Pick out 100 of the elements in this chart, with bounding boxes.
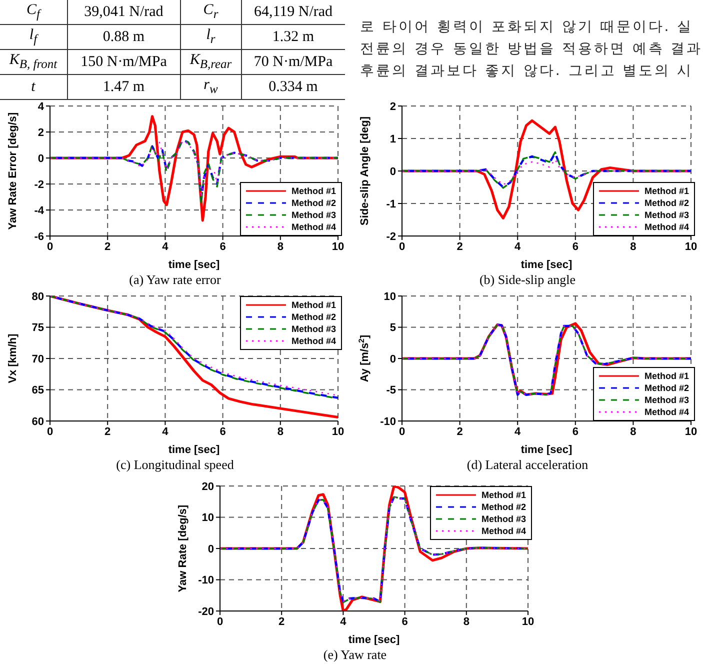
- text: 70 N·m/MPa: [241, 50, 345, 74]
- y-tick-label: -6: [34, 230, 44, 243]
- y-tick-label: 60: [32, 416, 44, 428]
- text: 64,119 N/rad: [241, 0, 345, 24]
- y-tick-label: -20: [198, 606, 214, 618]
- x-tick-label: 0: [398, 426, 406, 438]
- y-axis-title: Yaw Rate Error [deg/s]: [7, 112, 19, 230]
- text: 1.47 m: [67, 74, 180, 100]
- y-tick-label: 0: [390, 353, 396, 366]
- legend-label: Method #4: [481, 526, 526, 536]
- x-tick-label: 8: [277, 426, 284, 438]
- x-axis-title: time [sec]: [520, 259, 573, 271]
- text: (a) Yaw rate error: [128, 272, 222, 288]
- y-tick-label: -5: [386, 384, 396, 397]
- legend-label: Method #2: [291, 198, 336, 208]
- x-tick-label: 6: [572, 426, 578, 438]
- x-tick-label: 4: [162, 426, 170, 438]
- text: K$_{B, front}$: [8, 51, 58, 73]
- x-tick-label: 0: [46, 426, 54, 438]
- x-axis-title: time [sec]: [520, 444, 573, 456]
- text: 로 타이어 횡력이 포화되지 않기 때문이다. 실: [360, 18, 694, 37]
- x-tick-label: 0: [398, 240, 406, 253]
- text: (e) Yaw rate: [322, 647, 388, 663]
- x-tick-label: 8: [463, 616, 470, 628]
- y-axis-title: Side-slip Angle [deg]: [359, 116, 371, 226]
- text: K$_{B,rear}$: [180, 50, 242, 74]
- text: C$_{r}$: [180, 0, 242, 24]
- x-tick-label: 2: [456, 426, 463, 438]
- y-tick-label: 0: [390, 166, 396, 178]
- legend-label: Method #3: [644, 210, 689, 220]
- x-axis-title: time [sec]: [168, 444, 220, 456]
- legend-label: Method #3: [291, 210, 336, 220]
- y-tick-label: -1: [386, 198, 396, 210]
- legend-label: Method #2: [291, 312, 336, 322]
- x-tick-label: 4: [340, 616, 348, 628]
- legend-label: Method #2: [481, 502, 526, 512]
- x-tick-label: 4: [514, 426, 522, 438]
- legend-label: Method #4: [291, 222, 336, 232]
- x-tick-label: 8: [630, 426, 636, 438]
- x-tick-label: 0: [46, 240, 54, 253]
- legend-label: Method #2: [644, 198, 689, 208]
- x-tick-label: 10: [684, 426, 698, 438]
- y-tick-label: 75: [32, 322, 44, 334]
- x-tick-label: 6: [572, 240, 578, 253]
- x-tick-label: 4: [514, 240, 522, 253]
- text: (c) Longitudinal speed: [115, 457, 235, 473]
- legend-label: Method #4: [644, 222, 689, 232]
- x-tick-label: 2: [456, 240, 463, 253]
- x-tick-label: 10: [684, 240, 698, 253]
- text: l$_{f}$: [28, 26, 40, 48]
- x-tick-label: 6: [220, 240, 226, 253]
- text: (b) Side-slip angle: [478, 272, 577, 288]
- y-tick-label: 0: [208, 543, 214, 556]
- y-tick-label: 2: [390, 100, 396, 113]
- text: 0.88 m: [67, 24, 180, 50]
- legend-label: Method #1: [291, 186, 336, 196]
- y-tick-label: 2: [38, 126, 44, 139]
- y-tick-label: -10: [198, 574, 214, 587]
- legend-label: Method #1: [291, 300, 336, 310]
- legend-label: Method #3: [291, 324, 336, 334]
- text: 후륜의 결과보다 좋지 않다. 그리고 별도의 시: [360, 62, 694, 81]
- text: t: [30, 78, 36, 96]
- x-tick-label: 8: [277, 240, 284, 253]
- text: 0.334 m: [241, 74, 345, 100]
- x-tick-label: 0: [216, 616, 224, 628]
- legend-label: Method #1: [644, 371, 689, 381]
- y-tick-label: 10: [384, 290, 396, 303]
- y-tick-label: 0: [38, 152, 44, 165]
- x-tick-label: 6: [220, 426, 226, 438]
- legend-label: Method #1: [644, 186, 689, 196]
- text: 1.32 m: [241, 24, 345, 50]
- x-tick-label: 2: [104, 240, 111, 253]
- text: 150 N·m/MPa: [67, 50, 180, 74]
- y-tick-label: -2: [34, 178, 44, 191]
- text: C$_{f}$: [26, 1, 42, 23]
- x-tick-label: 10: [332, 426, 344, 438]
- y-tick-label: 70: [32, 353, 44, 366]
- x-tick-label: 10: [522, 616, 534, 628]
- legend-label: Method #1: [481, 490, 526, 500]
- y-tick-label: 80: [32, 290, 44, 303]
- x-axis-title: time [sec]: [168, 259, 220, 271]
- x-tick-label: 10: [332, 240, 344, 253]
- x-tick-label: 6: [402, 616, 408, 628]
- x-tick-label: 2: [278, 616, 285, 628]
- legend-label: Method #3: [644, 395, 689, 405]
- text: (d) Lateral acceleration: [466, 457, 590, 473]
- text: 39,041 N/rad: [67, 0, 180, 24]
- y-axis-title: Yaw Rate [deg/s]: [177, 504, 189, 592]
- text: 전륜의 경우 동일한 방법을 적용하면 예측 결과: [360, 40, 703, 59]
- x-tick-label: 4: [162, 240, 170, 253]
- text: r$_{w}$: [180, 74, 242, 100]
- y-tick-label: 5: [390, 322, 396, 334]
- text: l$_{r}$: [180, 24, 242, 50]
- legend-label: Method #4: [644, 407, 689, 417]
- y-tick-label: -2: [386, 230, 396, 243]
- y-tick-label: 4: [38, 100, 45, 113]
- legend-label: Method #2: [644, 383, 689, 393]
- x-tick-label: 2: [104, 426, 111, 438]
- x-tick-label: 8: [630, 240, 636, 253]
- y-tick-label: 65: [32, 384, 44, 397]
